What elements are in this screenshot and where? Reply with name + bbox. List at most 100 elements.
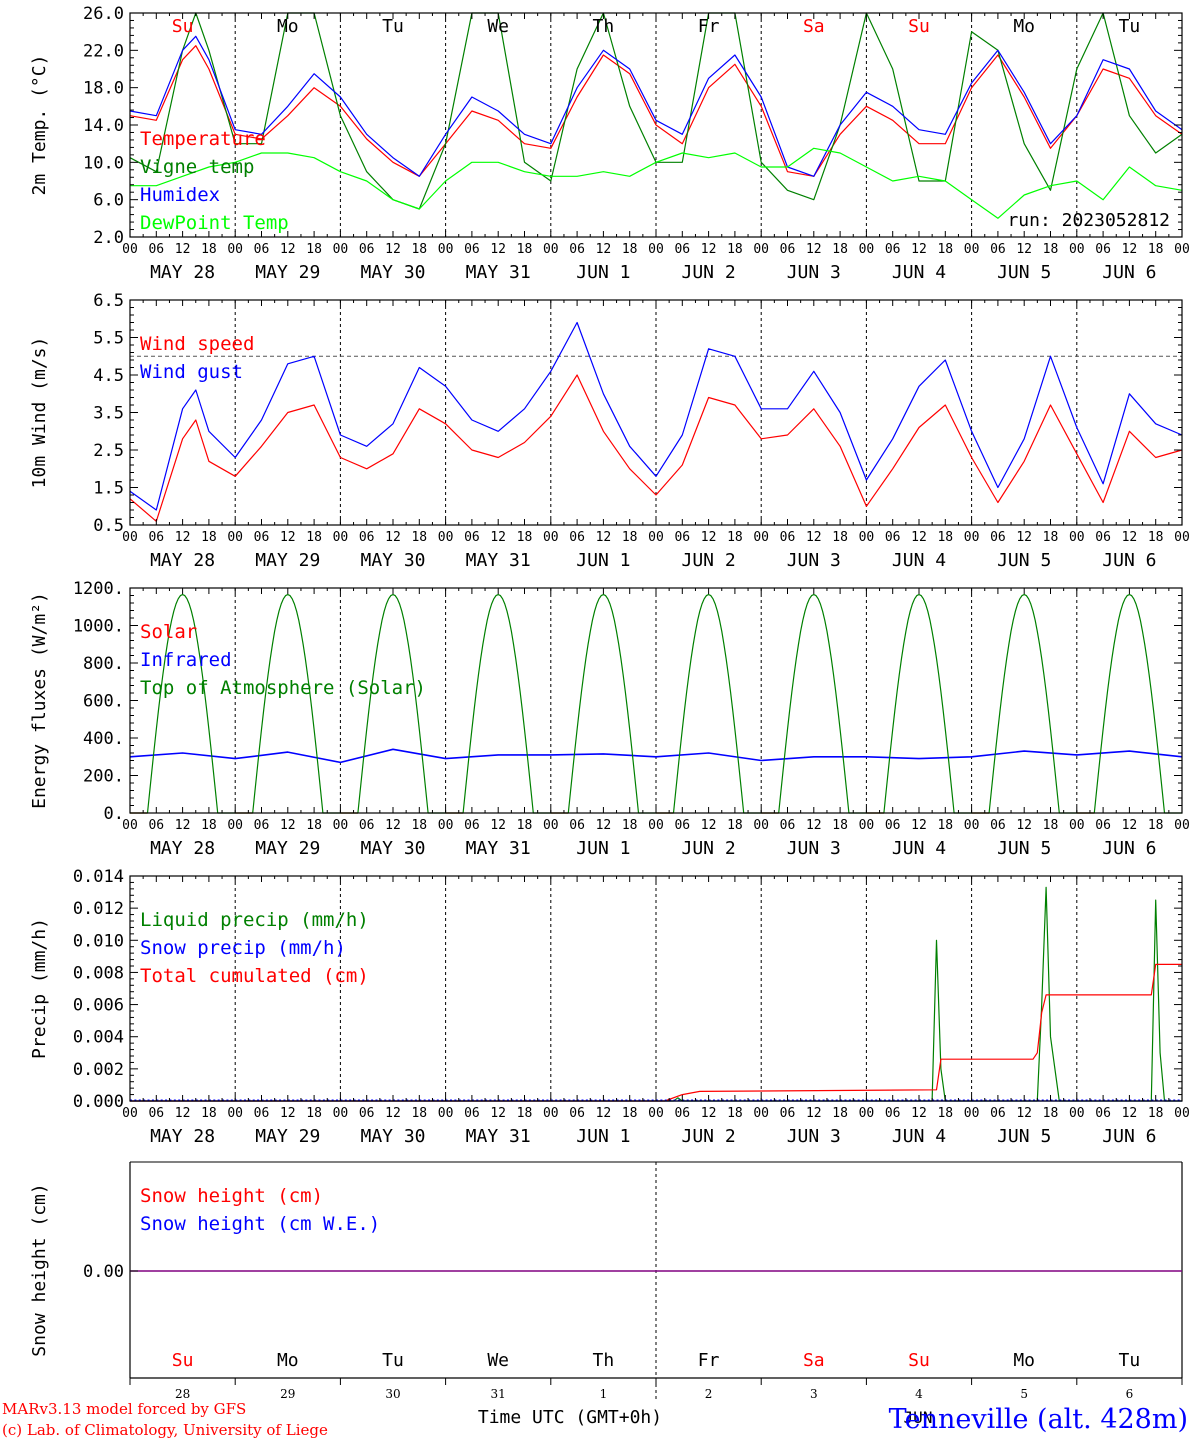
legend-dewpoint-temp: DewPoint Temp xyxy=(140,212,289,234)
hour-tick-label: 00 xyxy=(648,1106,664,1121)
hour-tick-label: 06 xyxy=(254,1106,270,1121)
hour-tick-label: 12 xyxy=(596,818,612,833)
y-tick-label: 0.010 xyxy=(73,931,124,951)
hour-tick-label: 12 xyxy=(490,530,506,545)
hour-tick-label: 00 xyxy=(122,1106,138,1121)
legend-temperature: Temperature xyxy=(140,128,266,150)
y-tick-label: 3.5 xyxy=(93,404,124,424)
hour-tick-label: 18 xyxy=(411,530,427,545)
legend-wind-speed: Wind speed xyxy=(140,333,254,355)
date-label: MAY 31 xyxy=(466,262,531,283)
y-axis-label: Energy fluxes (W/m²) xyxy=(29,592,50,809)
hour-tick-label: 06 xyxy=(254,242,270,257)
y-tick-label: 400. xyxy=(83,729,124,749)
date-label: JUN 3 xyxy=(787,550,841,571)
y-tick-label: 1.5 xyxy=(93,479,124,499)
hour-tick-label: 18 xyxy=(832,530,848,545)
legend-snow-precip-mm-h-: Snow precip (mm/h) xyxy=(140,937,346,959)
hour-tick-label: 12 xyxy=(806,530,822,545)
hour-tick-label: 06 xyxy=(148,1106,164,1121)
hour-tick-label: 00 xyxy=(227,818,243,833)
hour-tick-label: 00 xyxy=(964,530,980,545)
hour-tick-label: 12 xyxy=(1122,242,1138,257)
hour-tick-label: 00 xyxy=(1069,818,1085,833)
day-number-label: 5 xyxy=(1020,1387,1028,1401)
hour-tick-label: 00 xyxy=(333,530,349,545)
day-name: We xyxy=(487,16,509,37)
hour-tick-label: 06 xyxy=(885,242,901,257)
date-label: MAY 28 xyxy=(150,1126,215,1147)
day-name: Su xyxy=(908,1350,930,1371)
hour-tick-label: 18 xyxy=(727,530,743,545)
hour-tick-label: 06 xyxy=(674,242,690,257)
hour-tick-label: 18 xyxy=(517,1106,533,1121)
hour-tick-label: 06 xyxy=(885,818,901,833)
hour-tick-label: 12 xyxy=(911,530,927,545)
hour-tick-label: 12 xyxy=(280,818,296,833)
hour-tick-label: 12 xyxy=(701,242,717,257)
station-name: Tenneville (alt. 428m) xyxy=(889,1404,1188,1435)
hour-tick-label: 00 xyxy=(122,818,138,833)
date-label: JUN 4 xyxy=(892,838,946,859)
day-name: Sa xyxy=(803,1350,825,1371)
day-name: Su xyxy=(908,16,930,37)
date-label: MAY 28 xyxy=(150,838,215,859)
hour-tick-label: 06 xyxy=(148,818,164,833)
hour-tick-label: 06 xyxy=(569,1106,585,1121)
hour-tick-label: 06 xyxy=(990,242,1006,257)
y-tick-label: 10.0 xyxy=(83,153,124,173)
hour-tick-label: 18 xyxy=(727,818,743,833)
hour-tick-label: 18 xyxy=(832,1106,848,1121)
date-label: JUN 5 xyxy=(997,1126,1051,1147)
hour-tick-label: 18 xyxy=(727,242,743,257)
lab-credit: (c) Lab. of Climatology, University of L… xyxy=(2,1421,328,1439)
hour-tick-label: 00 xyxy=(753,530,769,545)
hour-tick-label: 18 xyxy=(727,1106,743,1121)
series-2-line-day-7 xyxy=(761,593,867,814)
date-label: MAY 29 xyxy=(255,1126,320,1147)
date-label: MAY 30 xyxy=(360,550,425,571)
day-number-label: 30 xyxy=(385,1387,400,1401)
date-label: MAY 28 xyxy=(150,550,215,571)
date-label: JUN 2 xyxy=(682,550,736,571)
hour-tick-label: 00 xyxy=(333,1106,349,1121)
hour-tick-label: 12 xyxy=(701,818,717,833)
hour-tick-label: 06 xyxy=(254,818,270,833)
date-label: MAY 30 xyxy=(360,262,425,283)
day-number-label: 6 xyxy=(1126,1387,1134,1401)
hour-tick-label: 06 xyxy=(569,818,585,833)
hour-tick-label: 00 xyxy=(438,530,454,545)
hour-tick-label: 06 xyxy=(359,818,375,833)
y-tick-label: 0.006 xyxy=(73,996,124,1016)
hour-tick-label: 18 xyxy=(411,1106,427,1121)
hour-tick-label: 00 xyxy=(859,530,875,545)
hour-tick-label: 18 xyxy=(1148,530,1164,545)
hour-tick-label: 18 xyxy=(411,242,427,257)
day-name: Mo xyxy=(277,16,299,37)
y-tick-label: 5.5 xyxy=(93,329,124,349)
y-tick-label: 1200. xyxy=(73,579,124,599)
legend-snow-height-cm-: Snow height (cm) xyxy=(140,1185,323,1207)
y-tick-label: 200. xyxy=(83,767,124,787)
hour-tick-label: 12 xyxy=(701,1106,717,1121)
hour-tick-label: 12 xyxy=(806,818,822,833)
y-tick-label: 0.000 xyxy=(73,1092,124,1112)
y-tick-label: 6.0 xyxy=(93,191,124,211)
hour-tick-label: 12 xyxy=(280,530,296,545)
date-label: JUN 2 xyxy=(682,262,736,283)
hour-tick-label: 18 xyxy=(937,818,953,833)
series-2-line xyxy=(129,35,1183,177)
hour-tick-label: 06 xyxy=(1095,818,1111,833)
hour-tick-label: 18 xyxy=(1148,1106,1164,1121)
hour-tick-label: 06 xyxy=(254,530,270,545)
date-label: MAY 31 xyxy=(466,1126,531,1147)
legend-vigne-temp: Vigne temp xyxy=(140,156,254,178)
series-2-line-day-10 xyxy=(1076,593,1182,814)
day-name: We xyxy=(487,1350,509,1371)
hour-tick-label: 18 xyxy=(622,530,638,545)
y-axis-label: 10m Wind (m/s) xyxy=(29,337,50,489)
date-label: JUN 6 xyxy=(1102,1126,1156,1147)
day-name: Tu xyxy=(382,1350,404,1371)
hour-tick-label: 06 xyxy=(674,1106,690,1121)
hour-tick-label: 06 xyxy=(464,242,480,257)
